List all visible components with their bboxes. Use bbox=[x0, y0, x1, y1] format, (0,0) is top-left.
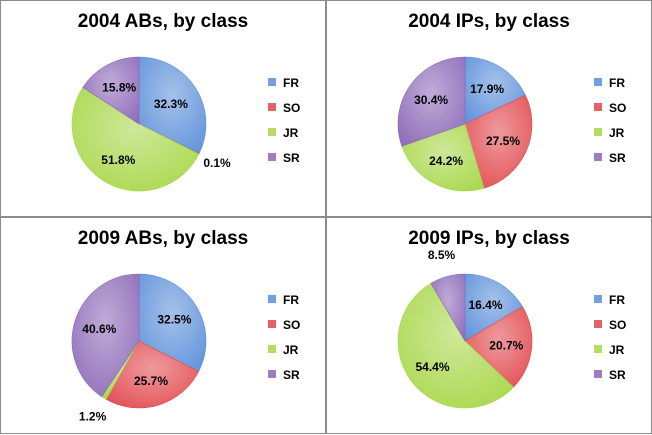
data-label-sr: 40.6% bbox=[82, 322, 116, 336]
pie-slice-so bbox=[464, 306, 533, 388]
pie-chart-2009-ips: 16.4% 20.7% 54.4% 8.5% FR SO JR SR bbox=[397, 248, 626, 409]
legend-swatch-jr bbox=[594, 128, 602, 136]
data-label-so: 27.5% bbox=[486, 134, 520, 148]
chart-title: 2009 ABs, by class bbox=[77, 228, 249, 249]
data-label-jr: 51.8% bbox=[101, 153, 135, 167]
chart-title: 2004 ABs, by class bbox=[77, 11, 249, 32]
data-label-sr: 30.4% bbox=[414, 93, 448, 107]
legend-label-jr: JR bbox=[609, 343, 625, 357]
chart-panel-2004-ips: 2004 IPs, by class 17.9% 27.5% 24.2% 30.4% F… bbox=[326, 0, 652, 217]
legend-swatch-jr bbox=[268, 128, 276, 136]
legend-swatch-fr bbox=[268, 78, 276, 86]
legend-swatch-sr bbox=[268, 370, 276, 378]
legend-swatch-so bbox=[594, 320, 602, 328]
pie-slice-fr bbox=[464, 56, 526, 125]
legend-swatch-fr bbox=[268, 295, 276, 303]
legend-swatch-so bbox=[268, 103, 276, 111]
legend-swatch-jr bbox=[594, 345, 602, 353]
legend-label-so: SO bbox=[283, 318, 300, 332]
legend-swatch-sr bbox=[594, 370, 602, 378]
pie-slice-sr bbox=[397, 56, 466, 147]
data-label-fr: 16.4% bbox=[468, 298, 502, 312]
pie-slice-jr bbox=[397, 282, 514, 409]
data-label-so: 20.7% bbox=[489, 339, 523, 353]
pie-slice-sr bbox=[71, 273, 140, 398]
legend-label-fr: FR bbox=[283, 293, 299, 307]
data-label-sr: 15.8% bbox=[102, 81, 136, 95]
pie-slice-sr bbox=[82, 56, 140, 125]
data-label-fr: 32.5% bbox=[157, 312, 191, 326]
legend-label-sr: SR bbox=[609, 151, 626, 165]
legend-label-so: SO bbox=[283, 101, 300, 115]
legend-swatch-fr bbox=[594, 295, 602, 303]
legend-swatch-so bbox=[268, 320, 276, 328]
legend-label-fr: FR bbox=[609, 293, 625, 307]
pie-chart-2004-ips: 17.9% 27.5% 24.2% 30.4% FR SO JR SR bbox=[397, 56, 626, 192]
pie-slice-fr bbox=[138, 56, 207, 155]
chart-title: 2009 IPs, by class bbox=[408, 228, 570, 249]
data-label-jr: 54.4% bbox=[415, 360, 449, 374]
chart-panel-2004-abs: 2004 ABs, by class 32.3% 0.1% 51.8% 15.8% FR… bbox=[0, 0, 326, 217]
pie-slice-so bbox=[464, 94, 533, 189]
legend-swatch-so bbox=[594, 103, 602, 111]
pie-slice-jr bbox=[71, 86, 200, 192]
legend-label-jr: JR bbox=[283, 343, 299, 357]
pie-slice-fr bbox=[138, 273, 207, 372]
legend-label-sr: SR bbox=[283, 151, 300, 165]
legend-label-so: SO bbox=[609, 101, 626, 115]
pie-slice-jr bbox=[401, 123, 485, 192]
pie-slice-sr bbox=[430, 273, 466, 343]
legend-swatch-fr bbox=[594, 78, 602, 86]
legend-swatch-sr bbox=[268, 153, 276, 161]
chart-panel-2009-ips: 2009 IPs, by class 16.4% 20.7% 54.4% 8.5% FR… bbox=[326, 217, 652, 434]
legend-label-sr: SR bbox=[283, 368, 300, 382]
pie-slice-so bbox=[105, 340, 200, 409]
legend-label-jr: JR bbox=[283, 126, 299, 140]
data-label-jr: 1.2% bbox=[79, 409, 107, 423]
data-label-sr: 8.5% bbox=[428, 248, 456, 262]
pie-slice-fr bbox=[464, 273, 523, 342]
chart-title: 2004 IPs, by class bbox=[408, 11, 570, 32]
pie-chart-2004-abs: 32.3% 0.1% 51.8% 15.8% FR SO JR SR bbox=[71, 56, 300, 192]
legend-swatch-jr bbox=[268, 345, 276, 353]
data-label-so: 25.7% bbox=[134, 374, 168, 388]
data-label-jr: 24.2% bbox=[429, 154, 463, 168]
data-label-so: 0.1% bbox=[203, 156, 231, 170]
legend-label-fr: FR bbox=[609, 76, 625, 90]
legend-label-jr: JR bbox=[609, 126, 625, 140]
data-label-fr: 17.9% bbox=[470, 82, 504, 96]
legend-label-fr: FR bbox=[283, 76, 299, 90]
data-label-fr: 32.3% bbox=[154, 97, 188, 111]
legend-swatch-sr bbox=[594, 153, 602, 161]
legend-label-so: SO bbox=[609, 318, 626, 332]
legend-label-sr: SR bbox=[609, 368, 626, 382]
pie-chart-2009-abs: 32.5% 25.7% 1.2% 40.6% FR SO JR SR bbox=[71, 273, 300, 423]
chart-panel-2009-abs: 2009 ABs, by class 32.5% 25.7% 1.2% 40.6% FR… bbox=[0, 217, 326, 434]
